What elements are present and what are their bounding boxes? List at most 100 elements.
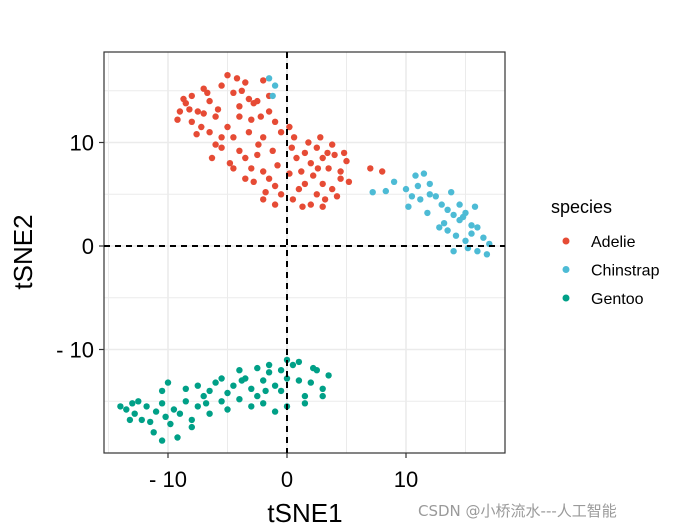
data-point-adelie [298,168,305,175]
data-point-adelie [212,141,219,148]
data-point-gentoo [167,420,174,428]
data-point-adelie [260,168,267,175]
data-point-chinstrap [390,178,398,185]
data-point-gentoo [295,358,303,366]
data-point-adelie [254,151,261,159]
data-point-adelie [186,106,193,113]
data-point-adelie [245,95,253,103]
data-point-gentoo [238,377,245,384]
data-point-gentoo [150,429,157,436]
data-point-chinstrap [438,201,445,208]
data-point-adelie [260,134,267,141]
data-point-gentoo [164,379,172,386]
y-axis-ticks: - 10 0 10 [56,131,104,363]
x-tick-label: 10 [394,467,418,492]
data-point-gentoo [283,356,291,364]
data-point-gentoo [307,379,314,386]
data-point-gentoo [200,392,207,400]
data-point-gentoo [262,387,269,395]
data-point-gentoo [182,385,189,392]
data-point-chinstrap [402,185,410,193]
data-point-adelie [331,151,338,159]
data-point-adelie [188,92,195,100]
x-tick-label: - 10 [149,467,187,492]
data-point-adelie [242,154,249,162]
data-point-gentoo [248,403,255,410]
data-points [117,72,493,444]
y-tick-label: - 10 [56,338,94,363]
data-point-adelie [180,95,187,103]
data-point-chinstrap [424,209,431,217]
data-point-gentoo [236,367,243,374]
data-point-gentoo [147,418,154,426]
data-point-adelie [218,82,225,89]
data-point-gentoo [325,372,332,379]
data-point-adelie [250,178,257,185]
data-point-adelie [313,144,320,151]
data-point-adelie [319,154,326,162]
data-point-adelie [265,108,273,115]
data-point-adelie [212,113,219,120]
data-point-gentoo [206,387,213,395]
data-point-adelie [230,165,237,172]
data-point-adelie [293,154,300,162]
data-point-adelie [257,113,264,120]
data-point-gentoo [138,416,145,424]
data-point-chinstrap [432,193,439,200]
data-point-adelie [260,77,267,84]
data-point-chinstrap [405,203,412,210]
data-point-gentoo [135,398,142,405]
data-point-adelie [224,123,231,131]
data-point-adelie [188,118,195,126]
data-point-adelie [218,144,225,151]
data-point-adelie [317,134,324,141]
data-point-chinstrap [369,189,376,196]
data-point-adelie [307,160,314,167]
legend-key-gentoo [562,294,570,302]
data-point-adelie [230,89,237,97]
data-point-chinstrap [444,227,451,234]
data-point-gentoo [224,406,231,413]
data-point-adelie [208,154,216,162]
data-point-gentoo [319,392,326,400]
data-point-chinstrap [408,193,416,200]
data-point-gentoo [301,392,309,400]
data-point-chinstrap [412,172,419,179]
legend: species Adelie Chinstrap Gentoo [551,197,660,308]
data-point-chinstrap [265,75,273,82]
data-point-chinstrap [448,189,455,196]
data-point-adelie [325,165,332,172]
data-point-adelie [230,134,237,141]
data-point-adelie [200,85,207,92]
data-point-adelie [277,129,285,136]
data-point-gentoo [194,382,201,389]
data-point-adelie [319,180,326,188]
data-point-chinstrap [436,224,443,231]
data-point-chinstrap [474,248,481,255]
data-point-gentoo [248,385,255,392]
data-point-adelie [314,165,322,172]
data-point-gentoo [158,437,166,444]
data-point-adelie [200,110,207,117]
data-point-adelie [305,139,312,146]
data-point-chinstrap [474,224,481,231]
data-point-adelie [340,149,348,157]
data-point-chinstrap [444,206,451,213]
data-point-gentoo [271,382,279,389]
data-point-gentoo [176,410,184,417]
grid-lines [104,52,505,453]
legend-key-adelie [562,237,570,245]
data-point-adelie [206,97,213,105]
legend-label-chinstrap: Chinstrap [591,263,660,280]
x-axis-ticks: - 10 0 10 [149,453,418,492]
legend-label-gentoo: Gentoo [591,291,644,308]
data-point-gentoo [230,382,237,389]
reference-lines [104,52,505,453]
data-point-chinstrap [456,201,463,208]
data-point-chinstrap [459,213,467,221]
watermark: CSDN @小桥流水---人工智能 [418,502,617,520]
data-point-adelie [307,201,314,208]
data-point-adelie [255,141,262,148]
data-point-gentoo [188,416,195,424]
data-point-gentoo [212,379,219,386]
